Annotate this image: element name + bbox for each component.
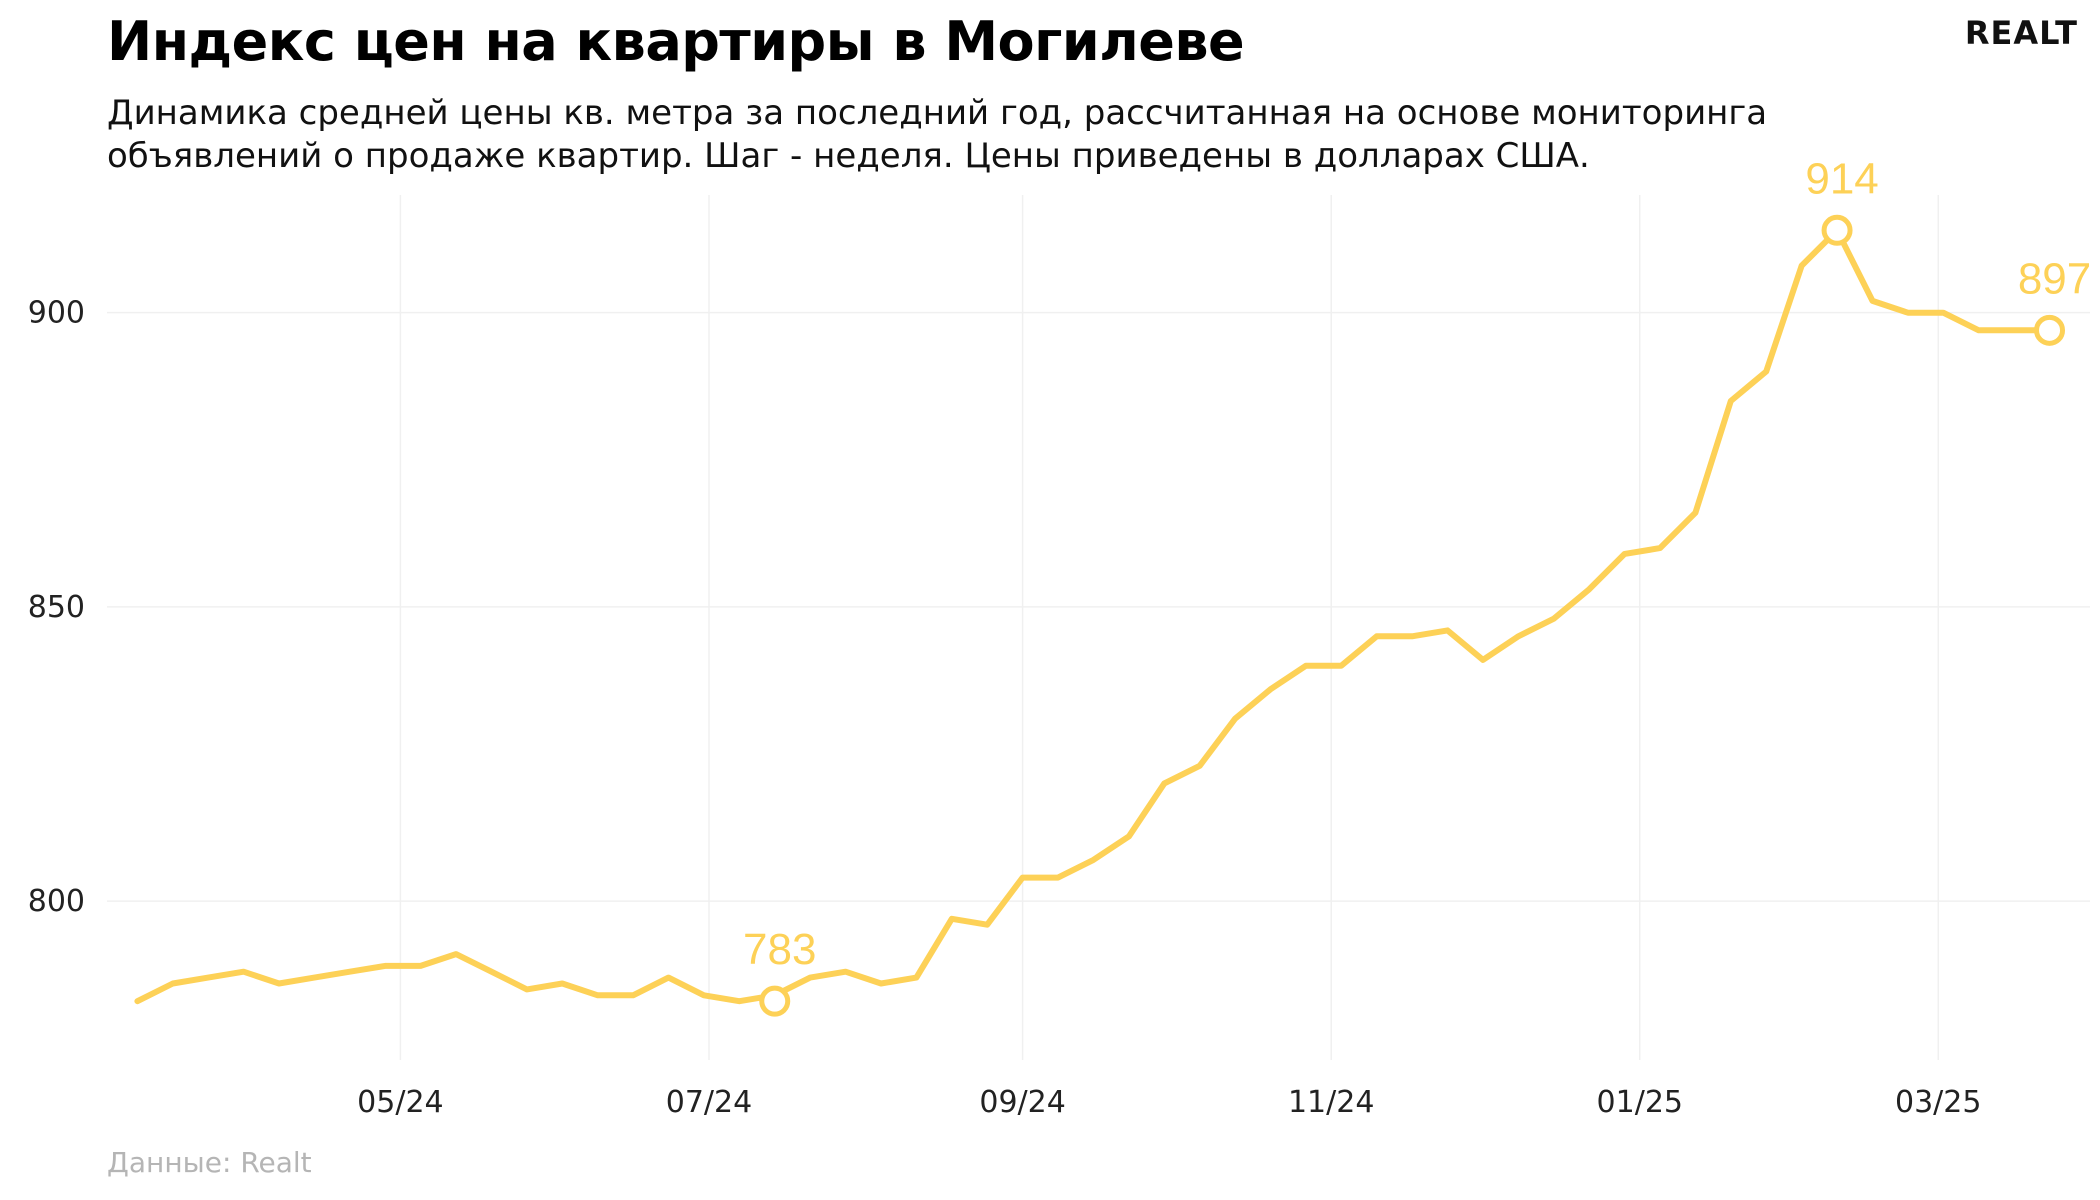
chart-subtitle: Динамика средней цены кв. метра за после… bbox=[107, 93, 1768, 176]
annotation-marker bbox=[2034, 314, 2066, 346]
annotation-marker bbox=[1821, 214, 1853, 246]
y-tick-label: 900 bbox=[28, 296, 85, 331]
y-tick-label: 850 bbox=[28, 590, 85, 625]
data-source: Данные: Realt bbox=[107, 1146, 312, 1179]
x-tick-label: 01/25 bbox=[1597, 1085, 1683, 1120]
realt-logo: REALT bbox=[1964, 14, 2078, 52]
annotation-label: 897 bbox=[2018, 254, 2091, 303]
x-tick-label: 05/24 bbox=[357, 1085, 443, 1120]
annotation-label: 914 bbox=[1805, 154, 1878, 203]
chart-title: Индекс цен на квартиры в Могилеве bbox=[107, 10, 1245, 73]
x-tick-label: 07/24 bbox=[666, 1085, 752, 1120]
x-tick-label: 11/24 bbox=[1288, 1085, 1374, 1120]
y-tick-label: 800 bbox=[28, 884, 85, 919]
annotation-marker bbox=[759, 985, 791, 1017]
x-tick-label: 09/24 bbox=[979, 1085, 1065, 1120]
annotation-label: 783 bbox=[743, 925, 816, 974]
x-tick-label: 03/25 bbox=[1895, 1085, 1981, 1120]
price-index-line bbox=[134, 227, 2053, 1005]
